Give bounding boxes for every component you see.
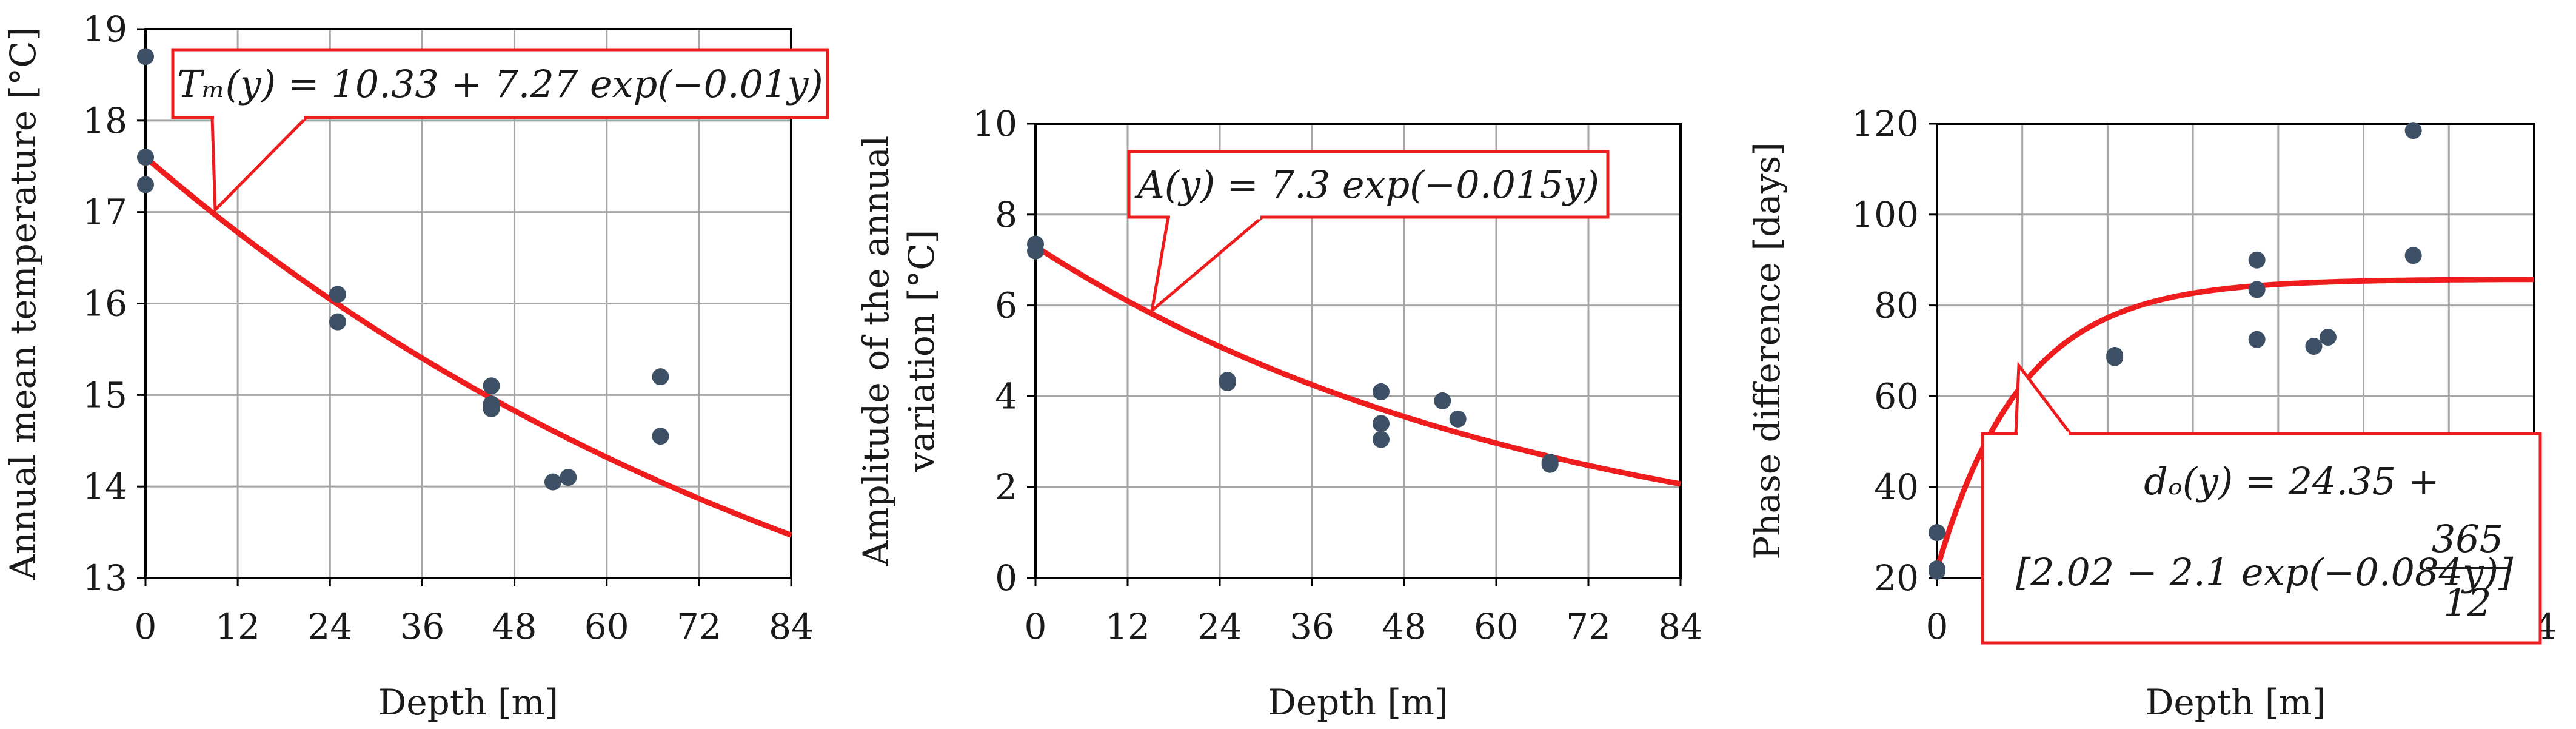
- y-tick-label: 0: [995, 557, 1017, 599]
- y-tick-label: 2: [995, 466, 1017, 508]
- x-axis-label: Depth [m]: [378, 682, 558, 723]
- fit-curve: [144, 155, 792, 538]
- data-point: [560, 469, 577, 486]
- x-tick-label: 36: [1290, 606, 1334, 647]
- x-tick-label: 72: [677, 606, 721, 647]
- annotation-callout: dₒ(y) = 24.35 + [2.02 − 2.1 exp(−0.084y)]…: [1981, 361, 2542, 645]
- y-tick-label: 18: [82, 100, 127, 141]
- data-point: [483, 400, 500, 417]
- fraction-numerator: 365: [2432, 517, 2503, 561]
- callout-box: [171, 48, 829, 119]
- y-axis-label: Amplitude of the annual: [855, 136, 897, 567]
- y-tick-label: 120: [1852, 103, 1919, 144]
- chart-1: 0 12 24 36 48 60 72 84 13 14 15 16 17 18 19 Depth [m] An…: [2, 8, 829, 723]
- x-tick-label: 36: [400, 606, 445, 647]
- x-tick-label: 72: [1566, 606, 1611, 647]
- data-point: [2305, 338, 2323, 355]
- data-point: [652, 368, 669, 386]
- equation-line: Tₘ(y) = 10.33 + 7.27 exp(−0.01y): [177, 62, 823, 106]
- y-tick-label: 80: [1874, 285, 1919, 326]
- y-tick-label: 6: [995, 285, 1017, 326]
- x-tick-label: 24: [307, 606, 352, 647]
- y-tick-label: 15: [82, 374, 127, 415]
- x-tick-label: 48: [492, 606, 537, 647]
- x-axis-label: Depth [m]: [2146, 682, 2326, 723]
- y-tick-label: 14: [82, 466, 127, 507]
- data-point: [1449, 410, 1467, 428]
- data-point: [544, 473, 561, 491]
- data-point: [329, 286, 346, 303]
- x-tick-label: 60: [1474, 606, 1519, 647]
- x-tick-label: 0: [1926, 606, 1949, 647]
- annotation-callout: Tₘ(y) = 10.33 + 7.27 exp(−0.01y): [171, 48, 829, 213]
- y-tick-label: 16: [82, 283, 127, 324]
- x-tick-label: 12: [1105, 606, 1150, 647]
- y-tick-label: 60: [1874, 375, 1919, 417]
- data-point: [1373, 415, 1390, 432]
- fit-curve: [1034, 244, 1681, 487]
- y-tick-label: 13: [82, 557, 127, 599]
- data-point: [1434, 392, 1451, 409]
- data-point: [1373, 383, 1390, 400]
- y-tick-label: 4: [995, 375, 1017, 417]
- x-tick-label: 84: [769, 606, 814, 647]
- x-axis-label: Depth [m]: [1268, 682, 1448, 723]
- callout-pointer: [2014, 361, 2074, 435]
- callout-pointer: [210, 116, 310, 213]
- y-axis-label: variation [°C]: [901, 230, 942, 472]
- data-point: [1219, 374, 1236, 391]
- y-tick-label: 19: [82, 8, 127, 50]
- x-tick-label: 12: [215, 606, 260, 647]
- x-tick-label: 60: [584, 606, 629, 647]
- data-point: [2404, 247, 2422, 264]
- y-tick-label: 10: [972, 103, 1017, 144]
- data-point: [483, 377, 500, 395]
- callout-box: [1981, 432, 2542, 645]
- annotation-callout: A(y) = 7.3 exp(−0.015y): [1127, 150, 1610, 315]
- callout-box: [1127, 150, 1610, 219]
- chart-3: 01224364860728420406080100120Depth [m]Ph…: [1747, 103, 2557, 723]
- data-point: [1929, 524, 1945, 542]
- equation-line: [2.02 − 2.1 exp(−0.084y)]: [2016, 550, 2514, 594]
- plot-frame: [1034, 123, 1682, 579]
- data-point: [1929, 562, 1945, 580]
- data-point: [2319, 329, 2337, 346]
- data-point: [2248, 251, 2266, 269]
- x-tick-label: 0: [135, 606, 157, 647]
- equation-line: dₒ(y) = 24.35 +: [2144, 459, 2440, 503]
- data-point: [2404, 122, 2422, 139]
- y-tick-label: 8: [995, 194, 1017, 235]
- x-tick-label: 0: [1025, 606, 1047, 647]
- data-point: [329, 313, 346, 331]
- y-axis-label: Phase difference [days]: [1747, 142, 1788, 560]
- y-tick-label: 100: [1852, 194, 1919, 235]
- callout-pointer: [1149, 215, 1266, 315]
- x-tick-label: 48: [1382, 606, 1427, 647]
- data-point: [2248, 281, 2266, 298]
- data-point: [2106, 349, 2124, 366]
- y-axis-label: Annual mean temperature [°C]: [2, 27, 44, 580]
- data-point: [652, 428, 669, 445]
- x-tick-label: 24: [1197, 606, 1242, 647]
- data-point: [1373, 431, 1390, 448]
- data-point: [137, 176, 154, 193]
- y-tick-label: 17: [82, 192, 127, 233]
- fraction-denominator: 12: [2444, 580, 2492, 625]
- data-point: [137, 48, 154, 66]
- y-tick-label: 40: [1874, 466, 1919, 508]
- fit-curve: [1936, 277, 2534, 563]
- data-point: [2248, 331, 2266, 348]
- y-tick-label: 20: [1874, 557, 1919, 599]
- equation-line: A(y) = 7.3 exp(−0.015y): [1134, 163, 1599, 207]
- data-point: [1027, 242, 1044, 260]
- data-point: [1541, 455, 1559, 473]
- x-tick-label: 84: [1658, 606, 1703, 647]
- data-point: [137, 149, 154, 166]
